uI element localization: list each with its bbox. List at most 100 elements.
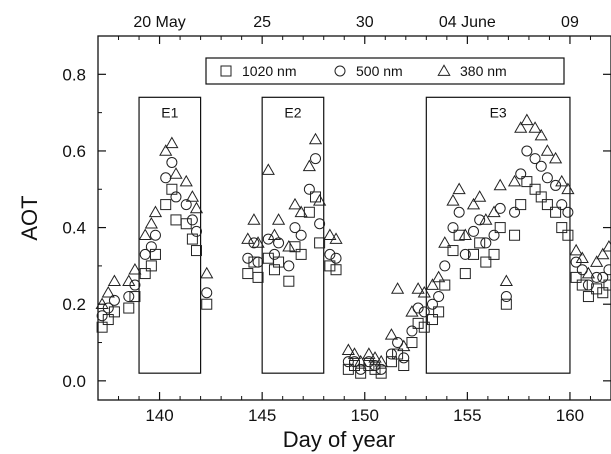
data-point-triangle: [425, 278, 440, 290]
series-circle: [96, 145, 611, 375]
series-triangle: [95, 113, 611, 367]
data-point-square: [550, 206, 562, 218]
data-point-circle: [303, 183, 315, 195]
data-point-circle: [385, 348, 397, 360]
top-axis-date-label: 09: [561, 14, 579, 31]
data-point-square: [268, 264, 280, 276]
data-point-circle: [108, 294, 120, 306]
data-point-square: [412, 317, 424, 329]
data-point-triangle: [384, 328, 399, 340]
data-point-triangle: [251, 236, 265, 248]
data-point-triangle: [288, 197, 302, 210]
data-point-triangle: [341, 343, 355, 356]
event-label: E1: [161, 104, 178, 120]
data-point-triangle: [520, 113, 534, 126]
data-point-triangle: [432, 270, 446, 283]
data-point-circle: [123, 291, 135, 303]
data-point-triangle: [267, 228, 282, 241]
data-point-square: [166, 183, 178, 195]
data-point-circle: [515, 168, 527, 180]
data-point-circle: [289, 222, 301, 234]
data-point-circle: [406, 325, 418, 337]
data-point-square: [375, 367, 387, 379]
data-point-triangle: [189, 201, 204, 214]
data-point-triangle: [294, 205, 308, 218]
data-point-square: [529, 183, 541, 195]
data-point-triangle: [271, 213, 286, 225]
data-point-triangle: [169, 167, 183, 179]
data-point-triangle: [458, 228, 472, 241]
data-point-triangle: [374, 354, 388, 367]
data-point-circle: [166, 156, 178, 168]
top-axis-date-label: 30: [356, 14, 374, 31]
data-point-triangle: [575, 251, 589, 264]
data-point-triangle: [561, 182, 575, 195]
data-point-square: [453, 229, 465, 241]
data-point-square: [242, 268, 254, 280]
y-tick-label: 0.2: [62, 295, 86, 314]
data-point-circle: [582, 279, 594, 291]
data-point-circle: [145, 241, 157, 253]
data-point-square: [180, 218, 192, 230]
data-point-square: [398, 360, 410, 372]
data-point-circle: [375, 363, 387, 375]
data-point-triangle: [540, 144, 554, 156]
data-point-triangle: [499, 274, 513, 287]
data-point-circle: [201, 287, 213, 299]
data-point-square: [509, 229, 521, 241]
y-tick-label: 0.6: [62, 142, 86, 161]
event-box: [138, 96, 202, 374]
data-point-square: [447, 245, 459, 257]
data-point-triangle: [148, 205, 163, 218]
x-tick-label: 140: [145, 406, 173, 425]
x-tick-label: 150: [351, 406, 379, 425]
data-marks: [95, 113, 611, 379]
data-point-square: [418, 321, 430, 333]
event-box: [425, 96, 571, 374]
data-point-circle: [268, 248, 280, 260]
data-point-triangle: [159, 144, 173, 156]
data-point-circle: [488, 229, 500, 241]
y-axis-title: AOT: [17, 195, 42, 240]
data-point-circle: [139, 248, 151, 260]
data-point-square: [406, 337, 418, 349]
data-point-triangle: [479, 213, 493, 225]
data-point-circle: [433, 291, 445, 303]
data-point-square: [248, 256, 260, 268]
y-tick-label: 0.8: [62, 65, 86, 84]
data-point-circle: [426, 298, 438, 310]
data-point-circle: [562, 206, 574, 218]
event-boxes: E1 E2 E3: [138, 96, 571, 374]
data-point-triangle: [200, 266, 214, 279]
legend-box: [205, 57, 565, 85]
data-point-square: [570, 271, 582, 283]
data-point-circle: [180, 199, 192, 211]
data-point-circle: [342, 356, 354, 368]
data-point-triangle: [466, 197, 481, 210]
data-point-triangle: [514, 121, 528, 133]
top-axis-date-label: 25: [253, 14, 271, 31]
data-point-triangle: [302, 159, 316, 172]
data-point-square: [500, 298, 512, 310]
data-point-circle: [556, 199, 568, 211]
data-point-triangle: [138, 228, 152, 241]
data-point-square: [123, 302, 135, 314]
x-tick-label: 145: [248, 406, 276, 425]
top-axis-date-label: 20 May: [133, 14, 185, 31]
data-point-circle: [459, 248, 471, 260]
data-point-circle: [474, 214, 486, 226]
data-point-triangle: [128, 262, 142, 275]
data-point-circle: [418, 306, 430, 318]
data-point-square: [252, 271, 264, 283]
data-point-circle: [283, 260, 295, 272]
data-point-square: [160, 199, 172, 211]
data-point-triangle: [313, 194, 327, 206]
legend-label: 500 nm: [356, 63, 403, 79]
data-point-circle: [597, 271, 609, 283]
data-point-circle: [170, 191, 182, 203]
data-point-triangle: [247, 213, 261, 225]
event-label: E2: [284, 104, 301, 120]
data-point-square: [201, 298, 213, 310]
data-point-circle: [96, 310, 108, 322]
data-point-circle: [500, 291, 512, 303]
